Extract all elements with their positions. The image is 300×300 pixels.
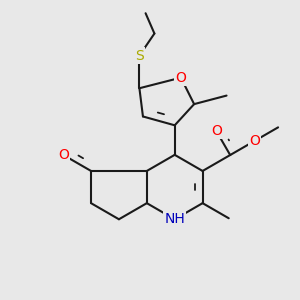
Text: O: O [58, 148, 69, 162]
Text: NH: NH [164, 212, 185, 226]
Text: O: O [249, 134, 260, 148]
Text: O: O [176, 70, 186, 85]
Text: S: S [135, 49, 144, 63]
Text: O: O [211, 124, 222, 138]
